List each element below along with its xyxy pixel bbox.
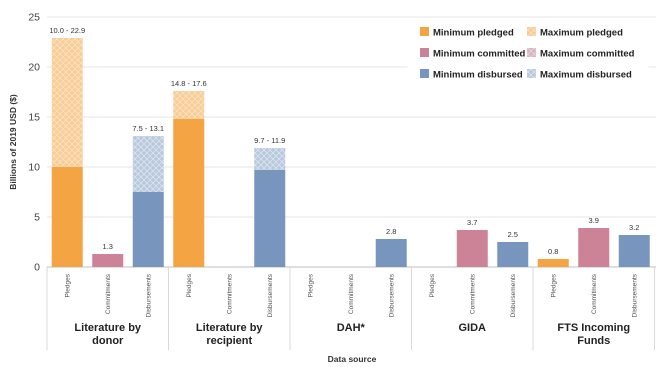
data-label: 14.8 - 17.6 [171, 79, 207, 88]
y-tick-label: 5 [34, 212, 40, 224]
bar-max-disbursed-literature-by-recipient [254, 148, 286, 170]
legend-swatch-maximum-pledged [527, 27, 536, 36]
bar-min-disbursed-dah [375, 239, 407, 267]
x-category-label: Disbursements [388, 273, 395, 317]
data-label: 1.3 [103, 242, 113, 251]
x-category-label: Pledges [64, 273, 71, 297]
data-label: 7.5 - 13.1 [132, 124, 164, 133]
bar-min-committed-gida [456, 230, 488, 267]
bar-min-disbursed-literature-by-donor [132, 192, 164, 267]
x-category-label: Pledges [186, 273, 193, 297]
legend: Minimum pledged Maximum pledged Minimum co… [407, 22, 649, 98]
y-tick-label: 25 [28, 12, 40, 24]
data-label: 3.9 [589, 216, 599, 225]
y-tick-label: 10 [28, 162, 40, 174]
data-label: 2.5 [508, 230, 518, 239]
data-label: 2.8 [386, 227, 396, 236]
group-label-literature-by-donor: Literature by [74, 322, 142, 334]
y-axis-title: Billions of 2019 USD ($) [8, 94, 18, 190]
bar-min-committed-literature-by-donor [92, 254, 124, 267]
data-label: 9.7 - 11.9 [254, 136, 285, 145]
legend-label-maximum-disbursed: Maximum disbursed [540, 70, 632, 81]
legend-swatch-minimum-disbursed [420, 69, 429, 78]
group-label-gida: GIDA [459, 322, 487, 334]
y-tick-label: 20 [28, 62, 40, 74]
x-category-label: Disbursements [145, 273, 152, 317]
group-label-literature-by-donor: donor [92, 335, 124, 347]
x-axis-categories: Pledges Commitments Disbursements Pledges Co… [64, 273, 638, 317]
data-labels: 10.0 - 22.9 1.3 7.5 - 13.1 14.8 - 17.6 9.7 -… [49, 26, 639, 256]
legend-label-minimum-committed: Minimum committed [433, 49, 526, 60]
bar-max-pledged-literature-by-donor [51, 38, 83, 167]
x-category-label: Commitments [105, 273, 112, 314]
bar-min-pledged-fts-incoming-funds [537, 259, 569, 267]
data-label: 10.0 - 22.9 [49, 26, 85, 35]
legend-label-minimum-disbursed: Minimum disbursed [433, 70, 523, 81]
bar-min-disbursed-gida [497, 242, 529, 267]
legend-label-minimum-pledged: Minimum pledged [433, 28, 514, 39]
legend-label-maximum-committed: Maximum committed [540, 49, 635, 60]
x-category-label: Disbursements [510, 273, 517, 317]
group-label-literature-by-recipient: Literature by [196, 322, 264, 334]
data-label: 3.2 [629, 223, 639, 232]
legend-label-maximum-pledged: Maximum pledged [540, 28, 623, 39]
y-axis-ticks: 0 5 10 15 20 25 [28, 12, 40, 274]
group-label-fts-incoming-funds: FTS Incoming [557, 322, 630, 334]
x-category-label: Pledges [429, 273, 436, 297]
bar-min-pledged-literature-by-donor [51, 167, 83, 267]
group-label-fts-incoming-funds: Funds [577, 335, 610, 347]
group-label-dah: DAH* [337, 322, 366, 334]
bar-max-disbursed-literature-by-donor [132, 136, 164, 192]
x-axis-title: Data source [328, 354, 377, 364]
x-category-label: Commitments [469, 273, 476, 314]
x-category-label: Disbursements [267, 273, 274, 317]
legend-swatch-minimum-pledged [420, 27, 429, 36]
bars [51, 38, 650, 267]
legend-swatch-minimum-committed [420, 48, 429, 57]
x-category-label: Pledges [307, 273, 314, 297]
x-category-label: Pledges [550, 273, 557, 297]
bar-min-disbursed-fts-incoming-funds [618, 235, 650, 267]
bar-min-committed-fts-incoming-funds [578, 228, 610, 267]
bar-min-disbursed-literature-by-recipient [254, 170, 286, 267]
x-category-label: Disbursements [631, 273, 638, 317]
x-category-label: Commitments [226, 273, 233, 314]
x-category-label: Commitments [348, 273, 355, 314]
data-label: 3.7 [467, 218, 477, 227]
data-label: 0.8 [548, 247, 558, 256]
bar-max-pledged-literature-by-recipient [173, 91, 205, 119]
legend-swatch-maximum-disbursed [527, 69, 536, 78]
bar-min-pledged-literature-by-recipient [173, 119, 205, 267]
legend-swatch-maximum-committed [527, 48, 536, 57]
x-category-label: Commitments [591, 273, 598, 314]
y-tick-label: 15 [28, 112, 40, 124]
group-label-literature-by-recipient: recipient [206, 335, 252, 347]
y-tick-label: 0 [34, 262, 40, 274]
